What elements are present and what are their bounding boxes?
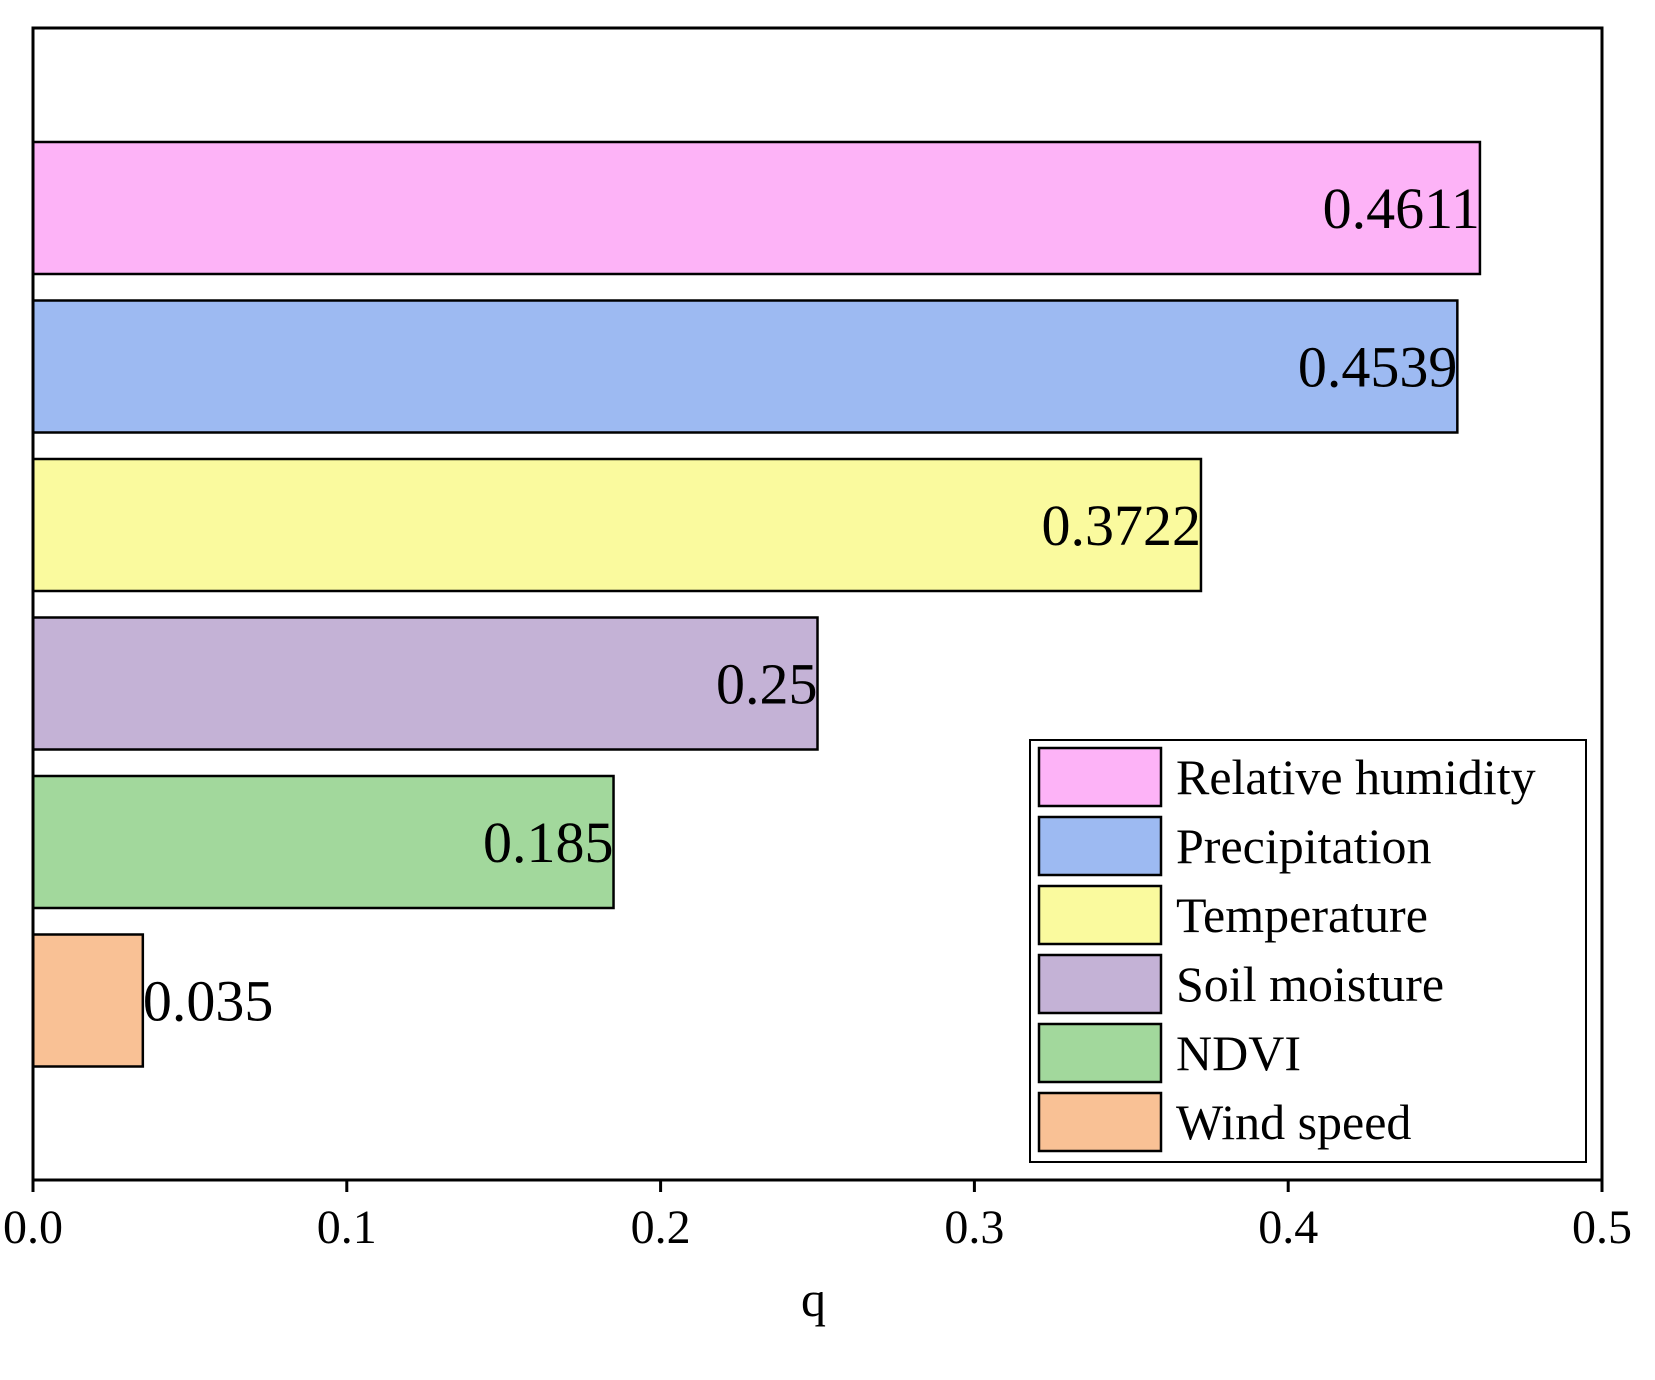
x-tick-label-1: 0.1 — [317, 1201, 377, 1254]
legend-label-ndvi: NDVI — [1176, 1025, 1301, 1081]
x-tick-label-2: 0.2 — [631, 1201, 691, 1254]
legend-swatch-precipitation — [1037, 815, 1163, 877]
value-label-relative-humidity: 0.4611 — [1323, 176, 1480, 241]
legend-swatch-temperature — [1037, 884, 1163, 946]
legend-label-soil-moisture: Soil moisture — [1176, 956, 1444, 1012]
legend-label-temperature: Temperature — [1176, 887, 1428, 943]
bars-layer — [31, 140, 1482, 1068]
legend-box — [1029, 739, 1587, 1163]
value-label-ndvi: 0.185 — [483, 810, 614, 875]
x-tick-label-4: 0.4 — [1258, 1201, 1318, 1254]
bar-temperature — [31, 457, 1203, 593]
legend-swatch-relative-humidity — [1037, 746, 1163, 808]
x-axis-title: q — [801, 1271, 826, 1327]
legend-swatch-ndvi — [1037, 1022, 1163, 1084]
plot-frame — [31, 26, 1604, 1182]
value-labels-layer: 0.4611 0.4539 0.3722 0.25 0.185 0.035 — [143, 176, 1480, 1034]
legend-swatch-soil-moisture — [1037, 953, 1163, 1015]
value-label-wind-speed: 0.035 — [143, 969, 274, 1034]
bar-relative-humidity — [31, 140, 1482, 276]
bar-ndvi — [31, 774, 615, 910]
x-tick-label-0: 0.0 — [3, 1201, 63, 1254]
bar-precipitation — [31, 299, 1459, 434]
bar-soil-moisture — [31, 616, 819, 751]
x-axis: 0.0 0.1 0.2 0.3 0.4 0.5 — [3, 1180, 1632, 1254]
x-tick-label-3: 0.3 — [944, 1201, 1004, 1254]
bar-wind-speed — [31, 933, 145, 1068]
legend-swatch-wind-speed — [1037, 1091, 1163, 1153]
value-label-temperature: 0.3722 — [1041, 493, 1201, 558]
legend-label-relative-humidity: Relative humidity — [1176, 749, 1536, 805]
legend-label-wind-speed: Wind speed — [1176, 1094, 1411, 1150]
value-label-soil-moisture: 0.25 — [716, 652, 818, 717]
value-label-precipitation: 0.4539 — [1298, 335, 1458, 400]
legend-label-precipitation: Precipitation — [1176, 818, 1432, 874]
legend: Relative humidity Precipitation Temperatur… — [1029, 739, 1587, 1163]
x-tick-label-5: 0.5 — [1572, 1201, 1632, 1254]
